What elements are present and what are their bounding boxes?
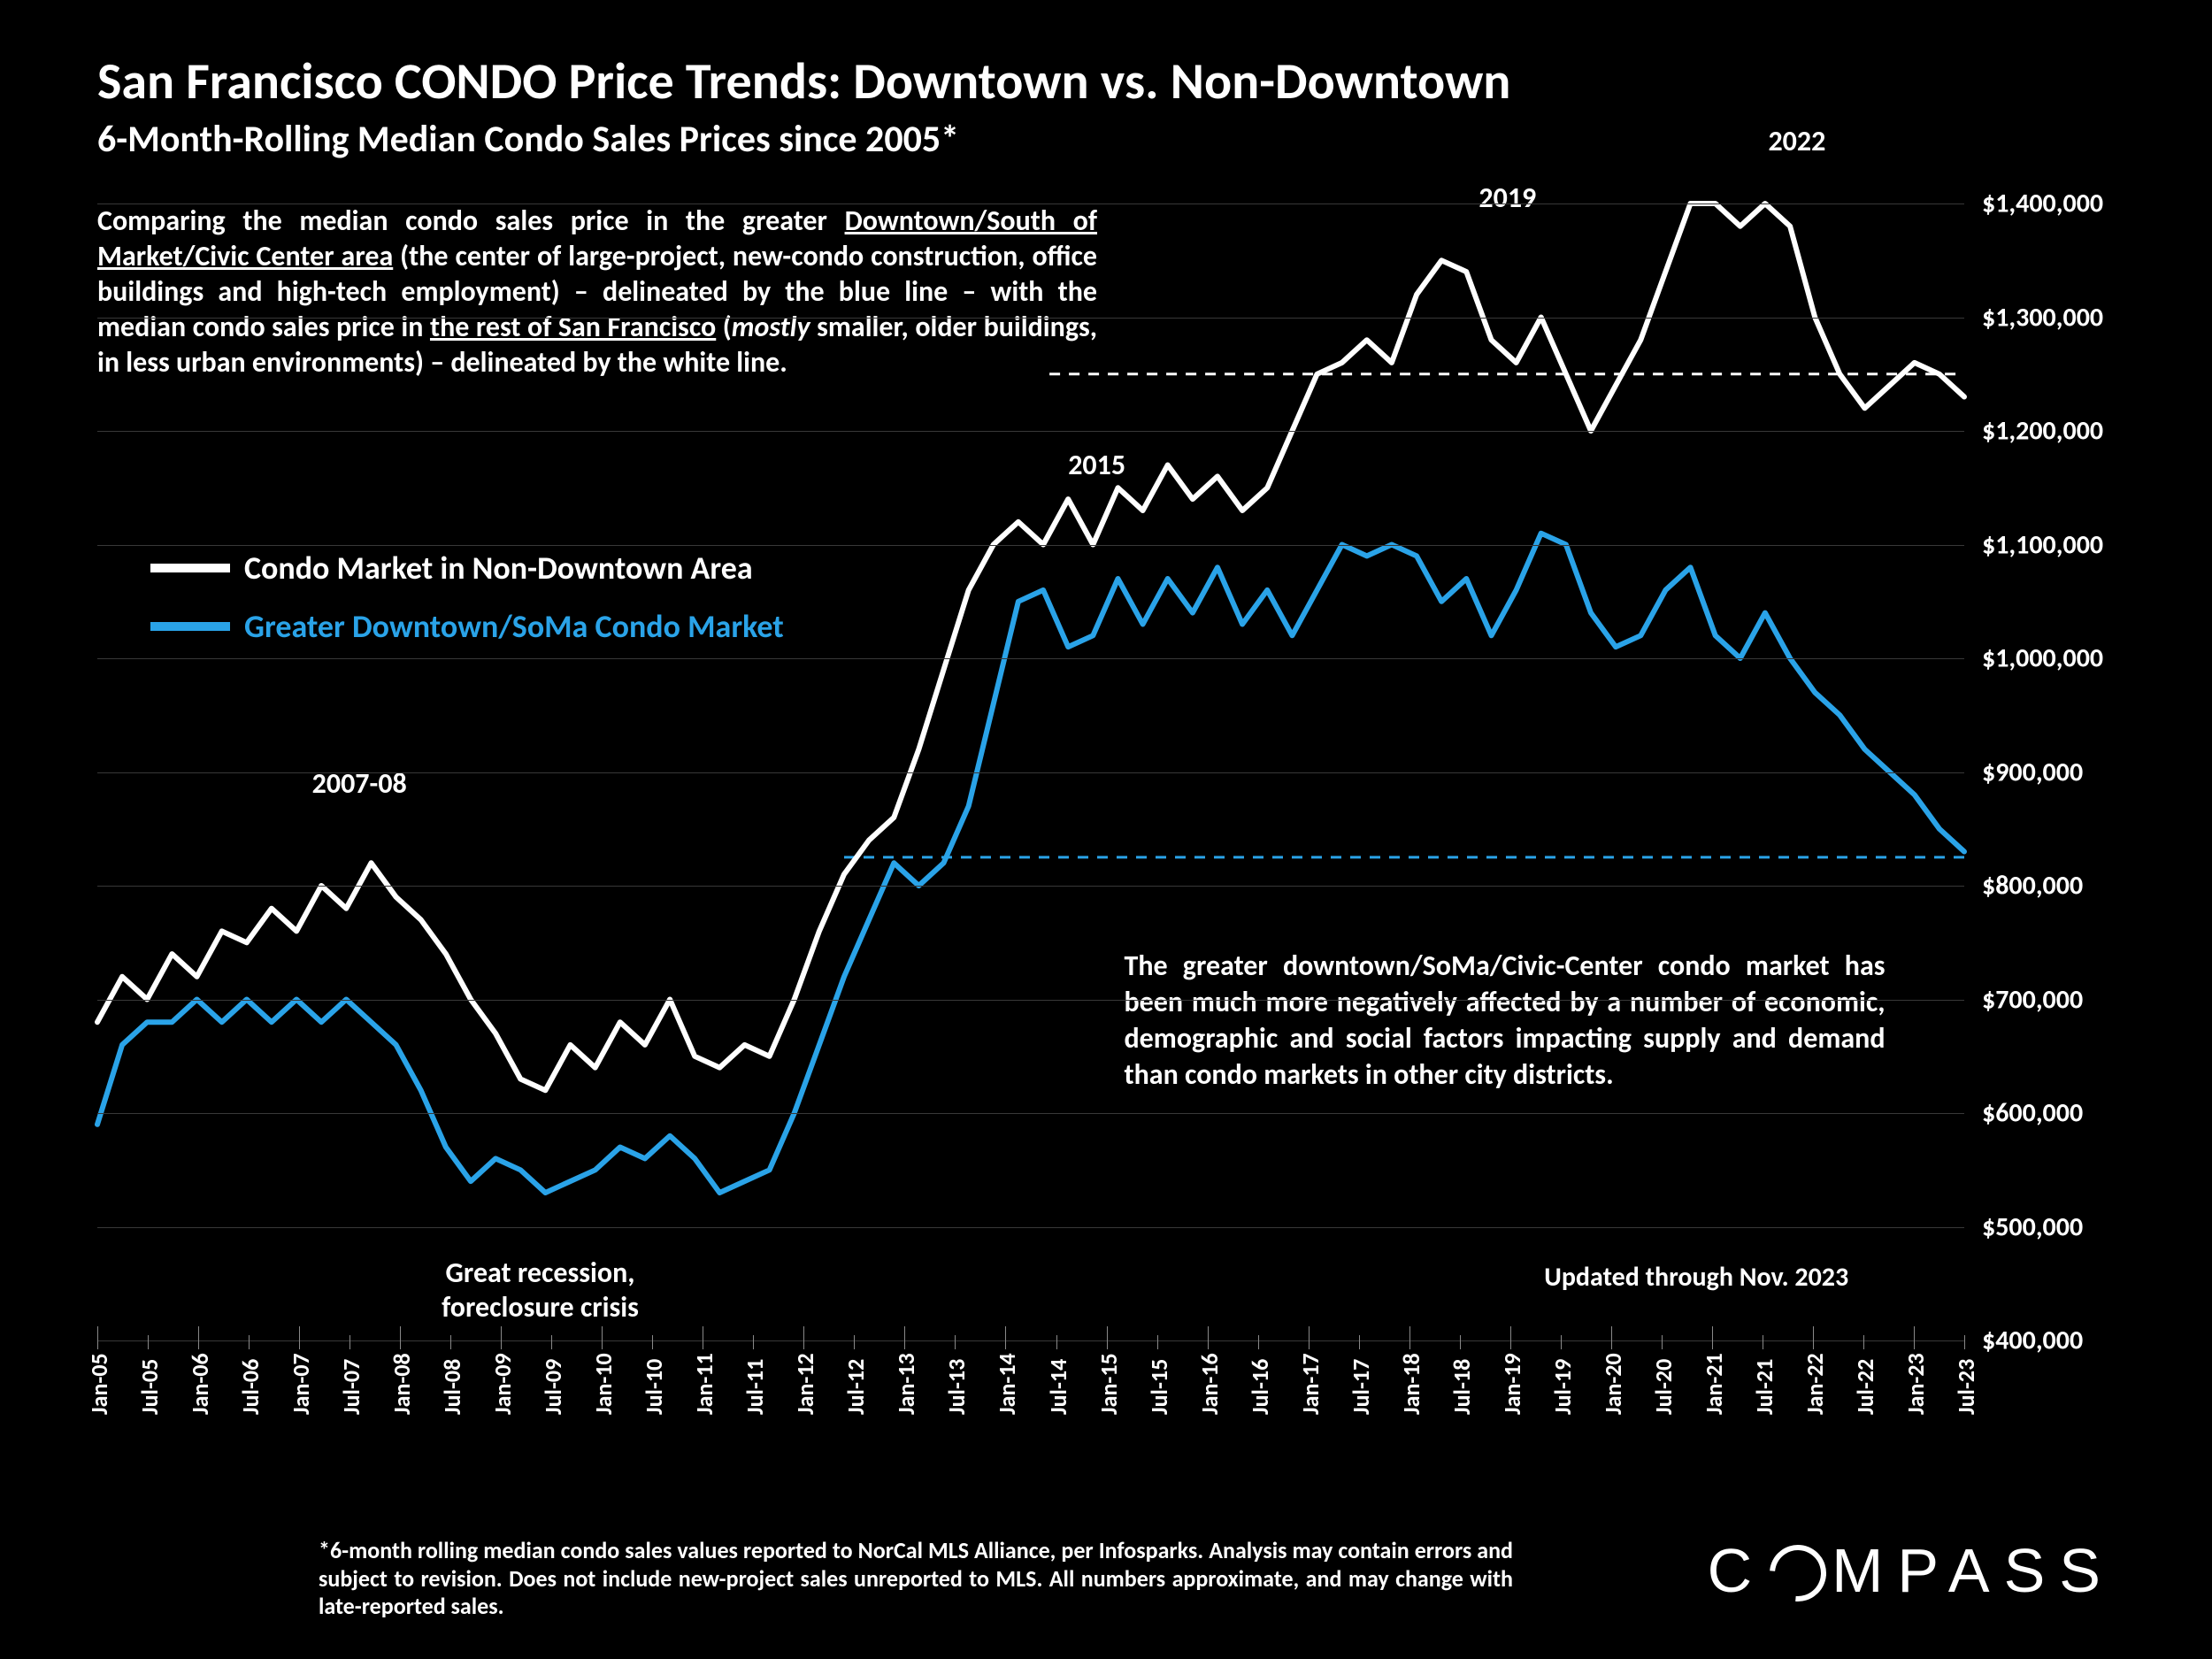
y-axis: $400,000$500,000$600,000$700,000$800,000… bbox=[1964, 204, 2141, 1340]
updated-through: Updated through Nov. 2023 bbox=[1544, 1261, 1848, 1294]
chart-title: San Francisco CONDO Price Trends: Downto… bbox=[97, 53, 2141, 110]
gridline bbox=[97, 772, 1964, 773]
gridline bbox=[97, 1000, 1964, 1001]
annotation: 2019 bbox=[1479, 180, 1536, 215]
gridline bbox=[97, 1227, 1964, 1228]
description-top: Comparing the median condo sales price i… bbox=[97, 204, 1097, 380]
legend: Condo Market in Non-Downtown Area Greater… bbox=[150, 549, 784, 665]
legend-label: Greater Downtown/SoMa Condo Market bbox=[244, 607, 784, 646]
legend-swatch bbox=[150, 622, 230, 631]
y-axis-label: $900,000 bbox=[1982, 756, 2083, 788]
chart: Comparing the median condo sales price i… bbox=[97, 204, 2141, 1438]
annotation: 2015 bbox=[1068, 448, 1125, 482]
compass-logo: CMPASS bbox=[1708, 1535, 2115, 1606]
chart-subtitle: 6-Month-Rolling Median Condo Sales Price… bbox=[97, 117, 2141, 162]
plot-area: Comparing the median condo sales price i… bbox=[97, 204, 1964, 1340]
gridline bbox=[97, 1113, 1964, 1114]
footnote: *6-month rolling median condo sales valu… bbox=[319, 1537, 1513, 1620]
description-bottom: The greater downtown/SoMa/Civic-Center c… bbox=[1125, 949, 1886, 1094]
y-axis-label: $700,000 bbox=[1982, 983, 2083, 1016]
x-axis: Jan-05Jul-05Jan-06Jul-06Jan-07Jul-07Jan-… bbox=[97, 1340, 1964, 1438]
y-axis-label: $400,000 bbox=[1982, 1325, 2083, 1357]
y-axis-label: $500,000 bbox=[1982, 1210, 2083, 1243]
y-axis-label: $1,300,000 bbox=[1982, 301, 2103, 334]
y-axis-label: $800,000 bbox=[1982, 870, 2083, 902]
y-axis-label: $1,200,000 bbox=[1982, 415, 2103, 448]
y-axis-label: $1,100,000 bbox=[1982, 528, 2103, 561]
annotation: 2022 bbox=[1768, 124, 1825, 158]
annotation: Great recession, foreclosure crisis bbox=[442, 1256, 639, 1325]
legend-item: Greater Downtown/SoMa Condo Market bbox=[150, 607, 784, 646]
y-axis-label: $1,000,000 bbox=[1982, 642, 2103, 675]
legend-swatch bbox=[150, 564, 230, 572]
legend-item: Condo Market in Non-Downtown Area bbox=[150, 549, 784, 588]
legend-label: Condo Market in Non-Downtown Area bbox=[244, 549, 753, 588]
y-axis-label: $600,000 bbox=[1982, 1097, 2083, 1130]
gridline bbox=[97, 431, 1964, 432]
gridline bbox=[97, 658, 1964, 659]
y-axis-label: $1,400,000 bbox=[1982, 188, 2103, 220]
gridline bbox=[97, 318, 1964, 319]
gridline bbox=[97, 545, 1964, 546]
gridline bbox=[97, 886, 1964, 887]
